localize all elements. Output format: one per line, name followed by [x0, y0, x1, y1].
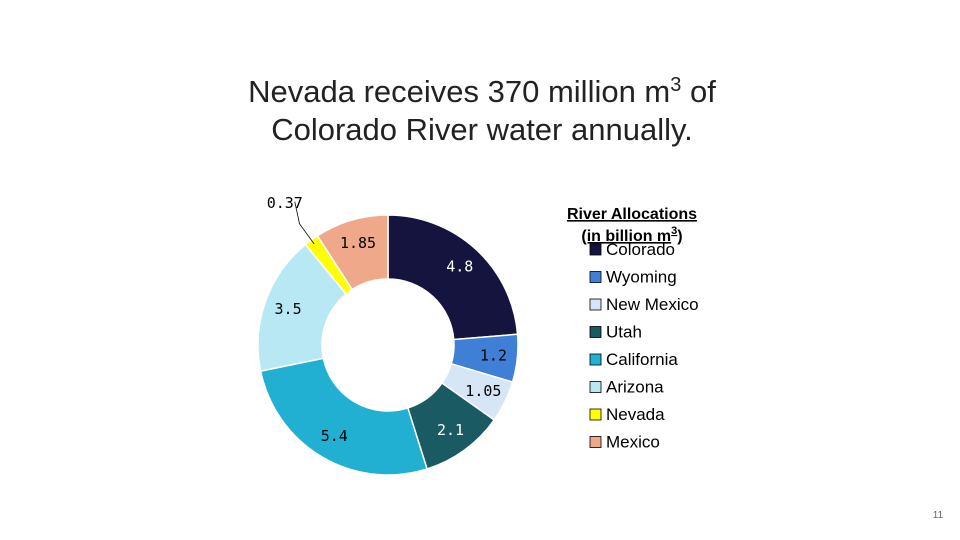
data-label: 2.1: [437, 421, 464, 439]
legend-swatch: [589, 326, 602, 338]
title-text: of: [681, 74, 716, 109]
data-label: 1.2: [480, 346, 507, 364]
legend-swatch: [589, 436, 602, 448]
page-number: 11: [933, 510, 944, 521]
title-superscript: 3: [670, 74, 681, 96]
donut-slice: [316, 214, 389, 291]
data-label: 1.85: [340, 234, 376, 252]
leader-line: [294, 201, 315, 245]
legend-label: California: [606, 350, 678, 369]
legend-title: (in billion m3): [581, 225, 682, 245]
legend-swatch: [589, 298, 602, 311]
chart-title: Nevada receives 370 million m3 of: [248, 74, 716, 109]
legend-swatch: [589, 271, 602, 283]
legend-swatch: [589, 381, 602, 393]
legend-label: New Mexico: [606, 295, 699, 314]
legend-label: Arizona: [606, 378, 664, 397]
legend-label: Utah: [606, 323, 642, 342]
data-label: 5.4: [321, 427, 348, 445]
legend-swatch: [589, 243, 602, 256]
donut-slice: [259, 357, 429, 476]
data-label: 0.37: [267, 194, 303, 212]
data-label: 4.8: [446, 258, 473, 276]
legend-title-text: (in billion m: [581, 228, 671, 245]
legend-label: Nevada: [606, 405, 665, 424]
title-text: Nevada receives 370 million m: [248, 74, 670, 109]
legend-swatch: [589, 408, 602, 421]
data-label: 3.5: [275, 300, 302, 318]
chart-title: Colorado River water annually.: [271, 112, 693, 147]
legend-title-text: ): [677, 228, 682, 245]
legend-title-superscript: 3: [671, 225, 677, 237]
legend-swatch: [589, 353, 602, 366]
legend-title: River Allocations: [567, 206, 697, 223]
donut-slice: [387, 214, 519, 341]
legend-label: Wyoming: [606, 268, 677, 287]
data-label: 1.05: [465, 382, 501, 400]
legend-label: Colorado: [606, 240, 675, 259]
legend-label: Mexico: [606, 433, 660, 452]
